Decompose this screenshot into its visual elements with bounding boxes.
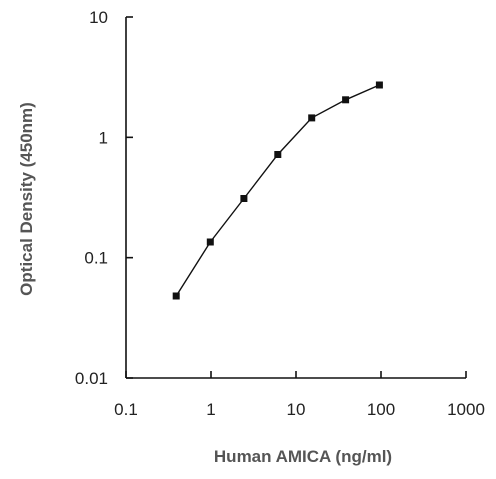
y-tick-label: 10 bbox=[89, 8, 108, 27]
data-point bbox=[375, 81, 383, 89]
x-tick-label: 100 bbox=[367, 400, 395, 419]
plot-frame bbox=[125, 17, 466, 379]
series-line bbox=[175, 84, 380, 297]
x-tick-label: 0.1 bbox=[114, 400, 138, 419]
y-tick-label: 0.01 bbox=[75, 369, 108, 388]
data-series bbox=[172, 81, 383, 300]
axis-ticks: 0.01 0.1 1 10 0.1 1 10 100 1000 bbox=[75, 8, 485, 419]
data-point bbox=[240, 195, 248, 202]
y-axis-title: Optical Density (450nm) bbox=[17, 102, 36, 296]
y-tick-label: 0.1 bbox=[84, 249, 108, 268]
x-axis-title: Human AMICA (ng/ml) bbox=[214, 447, 392, 466]
data-point bbox=[308, 114, 316, 122]
x-tick-label: 1 bbox=[206, 400, 215, 419]
data-point bbox=[342, 96, 350, 104]
data-point bbox=[274, 151, 282, 158]
y-tick-label: 1 bbox=[99, 128, 108, 147]
data-point bbox=[206, 238, 214, 246]
data-point bbox=[172, 292, 180, 300]
x-tick-label: 10 bbox=[287, 400, 306, 419]
x-tick-label: 1000 bbox=[447, 400, 485, 419]
